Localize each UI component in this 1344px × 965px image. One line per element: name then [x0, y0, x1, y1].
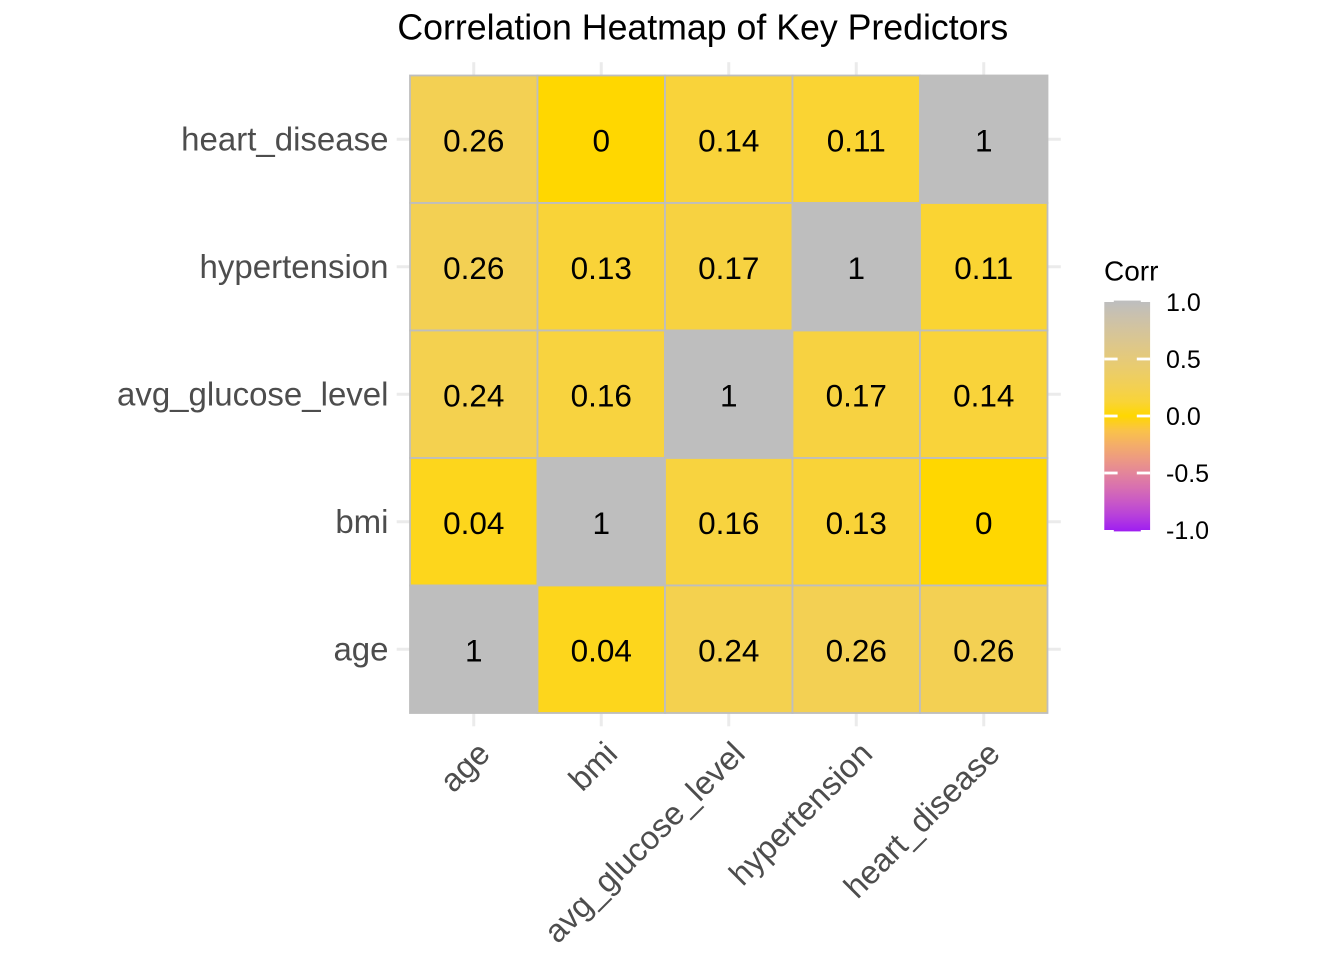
- svg-text:1: 1: [720, 377, 738, 413]
- svg-text:0.26: 0.26: [953, 632, 1014, 668]
- svg-text:0.04: 0.04: [571, 632, 632, 668]
- svg-text:1: 1: [465, 632, 483, 668]
- svg-text:0.0: 0.0: [1166, 403, 1201, 431]
- svg-text:0.13: 0.13: [826, 505, 887, 541]
- svg-text:0.16: 0.16: [698, 505, 759, 541]
- svg-text:Correlation Heatmap of Key Pre: Correlation Heatmap of Key Predictors: [397, 7, 1008, 47]
- svg-text:1.0: 1.0: [1166, 289, 1201, 317]
- svg-text:0.5: 0.5: [1166, 346, 1201, 374]
- svg-text:1: 1: [592, 505, 610, 541]
- svg-text:0: 0: [975, 505, 993, 541]
- svg-text:0.26: 0.26: [443, 250, 504, 286]
- svg-text:bmi: bmi: [335, 503, 388, 540]
- svg-text:0: 0: [592, 122, 610, 158]
- svg-text:0.13: 0.13: [571, 250, 632, 286]
- svg-text:age: age: [333, 630, 388, 667]
- svg-text:0.14: 0.14: [698, 122, 759, 158]
- svg-text:0.24: 0.24: [443, 377, 504, 413]
- svg-text:-1.0: -1.0: [1166, 517, 1209, 545]
- svg-text:0.24: 0.24: [698, 632, 759, 668]
- svg-text:heart_disease: heart_disease: [181, 120, 388, 157]
- svg-text:0.04: 0.04: [443, 505, 504, 541]
- svg-text:-0.5: -0.5: [1166, 460, 1209, 488]
- svg-text:0.26: 0.26: [826, 632, 887, 668]
- svg-text:0.16: 0.16: [571, 377, 632, 413]
- svg-text:0.11: 0.11: [954, 250, 1013, 286]
- svg-text:avg_glucose_level: avg_glucose_level: [117, 375, 389, 412]
- svg-text:0.11: 0.11: [827, 122, 886, 158]
- svg-text:1: 1: [847, 250, 865, 286]
- svg-text:0.17: 0.17: [826, 377, 887, 413]
- svg-text:0.17: 0.17: [698, 250, 759, 286]
- svg-text:Corr: Corr: [1104, 256, 1158, 287]
- svg-text:0.26: 0.26: [443, 122, 504, 158]
- svg-text:hypertension: hypertension: [200, 248, 389, 285]
- svg-text:1: 1: [975, 122, 993, 158]
- svg-text:0.14: 0.14: [953, 377, 1014, 413]
